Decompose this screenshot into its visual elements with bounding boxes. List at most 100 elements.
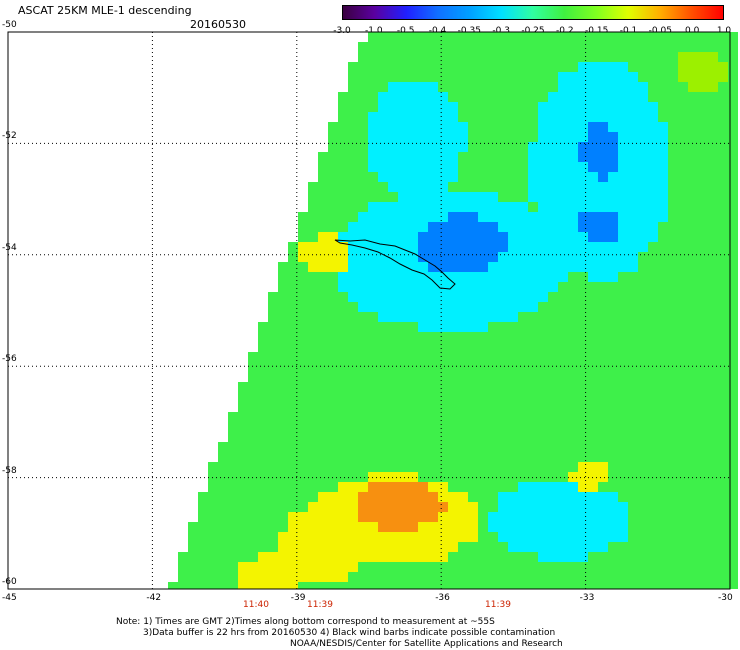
swath-cell	[728, 212, 738, 222]
swath-cell	[698, 182, 708, 192]
swath-cell	[588, 442, 598, 452]
swath-cell	[568, 582, 578, 589]
swath-cell	[598, 582, 608, 589]
swath-cell	[708, 462, 718, 472]
swath-cell	[468, 272, 478, 282]
swath-cell	[398, 532, 408, 542]
swath-cell	[488, 412, 498, 422]
swath-cell	[278, 442, 288, 452]
swath-cell	[448, 112, 458, 122]
swath-cell	[498, 42, 508, 52]
swath-cell	[378, 552, 388, 562]
swath-cell	[708, 582, 718, 589]
swath-cell	[468, 532, 478, 542]
swath-cell	[438, 362, 448, 372]
swath-cell	[448, 332, 458, 342]
swath-cell	[418, 82, 428, 92]
swath-cell	[378, 422, 388, 432]
swath-cell	[598, 562, 608, 572]
swath-cell	[488, 442, 498, 452]
swath-cell	[458, 42, 468, 52]
swath-cell	[608, 462, 618, 472]
swath-cell	[348, 192, 358, 202]
swath-cell	[228, 422, 238, 432]
swath-cell	[448, 472, 458, 482]
swath-cell	[408, 112, 418, 122]
swath-cell	[308, 362, 318, 372]
swath-cell	[678, 142, 688, 152]
swath-cell	[298, 562, 308, 572]
swath-cell	[528, 572, 538, 582]
swath-cell	[708, 162, 718, 172]
swath-cell	[428, 112, 438, 122]
swath-cell	[408, 302, 418, 312]
swath-cell	[268, 462, 278, 472]
swath-cell	[468, 382, 478, 392]
swath-cell	[658, 32, 668, 42]
swath-cell	[308, 492, 318, 502]
swath-cell	[698, 82, 708, 92]
swath-cell	[238, 582, 248, 589]
swath-cell	[658, 572, 668, 582]
swath-cell	[208, 552, 218, 562]
swath-cell	[388, 402, 398, 412]
swath-cell	[358, 462, 368, 472]
swath-cell	[418, 402, 428, 412]
swath-cell	[518, 82, 528, 92]
swath-cell	[658, 342, 668, 352]
swath-cell	[588, 512, 598, 522]
swath-cell	[578, 262, 588, 272]
swath-cell	[518, 322, 528, 332]
swath-cell	[628, 92, 638, 102]
swath-cell	[418, 92, 428, 102]
swath-cell	[308, 432, 318, 442]
swath-cell	[488, 152, 498, 162]
swath-cell	[608, 282, 618, 292]
swath-cell	[668, 522, 678, 532]
swath-cell	[488, 262, 498, 272]
swath-cell	[538, 222, 548, 232]
swath-cell	[378, 282, 388, 292]
swath-cell	[588, 282, 598, 292]
swath-cell	[608, 132, 618, 142]
swath-cell	[568, 332, 578, 342]
swath-cell	[538, 552, 548, 562]
swath-cell	[198, 582, 208, 589]
swath-cell	[558, 172, 568, 182]
swath-cell	[678, 382, 688, 392]
swath-cell	[318, 502, 328, 512]
swath-cell	[588, 412, 598, 422]
swath-cell	[658, 272, 668, 282]
swath-cell	[558, 282, 568, 292]
swath-cell	[668, 552, 678, 562]
swath-cell	[438, 332, 448, 342]
swath-cell	[428, 252, 438, 262]
swath-cell	[728, 432, 738, 442]
swath-cell	[598, 382, 608, 392]
swath-cell	[698, 332, 708, 342]
swath-cell	[658, 452, 668, 462]
swath-cell	[408, 392, 418, 402]
swath-cell	[578, 482, 588, 492]
swath-cell	[348, 532, 358, 542]
swath-cell	[528, 362, 538, 372]
swath-cell	[478, 132, 488, 142]
swath-cell	[408, 282, 418, 292]
swath-cell	[528, 262, 538, 272]
swath-cell	[618, 502, 628, 512]
latitude-label: -58	[2, 465, 17, 476]
swath-cell	[588, 372, 598, 382]
swath-cell	[368, 322, 378, 332]
swath-cell	[478, 442, 488, 452]
swath-cell	[668, 192, 678, 202]
swath-cell	[378, 102, 388, 112]
swath-cell	[708, 222, 718, 232]
swath-cell	[398, 472, 408, 482]
swath-cell	[618, 72, 628, 82]
swath-cell	[688, 32, 698, 42]
swath-cell	[388, 182, 398, 192]
swath-cell	[198, 492, 208, 502]
swath-cell	[658, 192, 668, 202]
swath-cell	[238, 472, 248, 482]
swath-cell	[598, 162, 608, 172]
